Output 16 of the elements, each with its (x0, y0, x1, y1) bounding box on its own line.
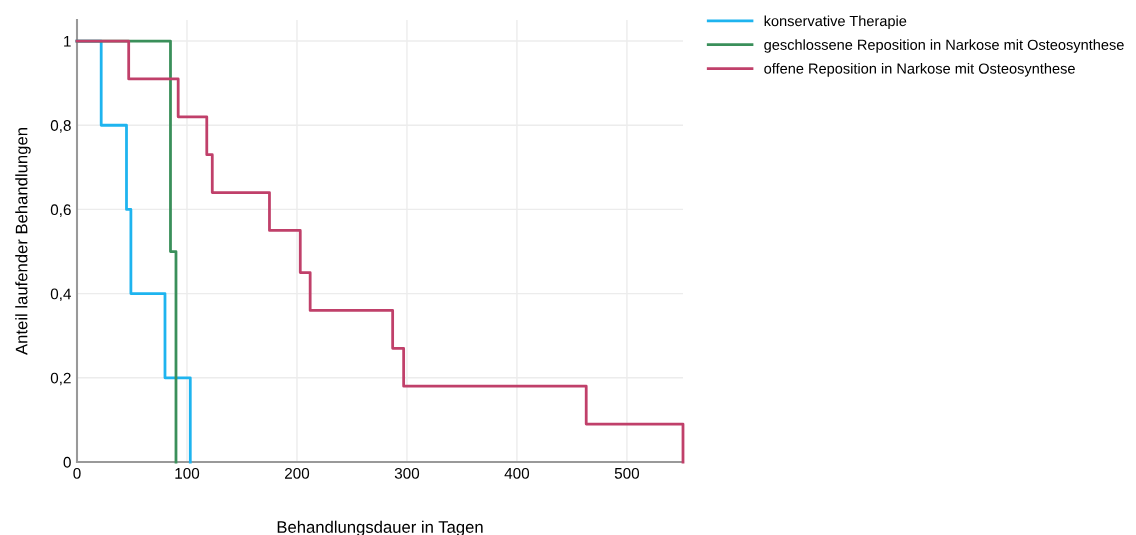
y-tick-label: 0,4 (50, 288, 71, 302)
y-axis-title: Anteil laufender Behandlungen (15, 128, 31, 355)
legend-label: konservative Therapie (764, 15, 907, 30)
x-tick-label: 400 (504, 467, 530, 479)
y-tick-label: 0,8 (50, 120, 71, 133)
y-tick-label: 0,6 (50, 204, 71, 217)
x-tick-label: 0 (73, 467, 81, 479)
y-tick-label: 0,2 (50, 372, 71, 386)
x-tick-label: 300 (394, 467, 420, 479)
x-tick-label: 500 (614, 467, 640, 479)
x-tick-label: 200 (284, 467, 310, 479)
y-tick-label: 0 (63, 456, 71, 468)
x-tick-label: 100 (175, 467, 200, 479)
y-tick-label: 1 (64, 36, 71, 47)
legend-label: geschlossene Reposition in Narkose mit Osteosynthese (764, 39, 1124, 53)
legend-label: offene Reposition in Narkose mit Osteosynthese (764, 63, 1075, 77)
